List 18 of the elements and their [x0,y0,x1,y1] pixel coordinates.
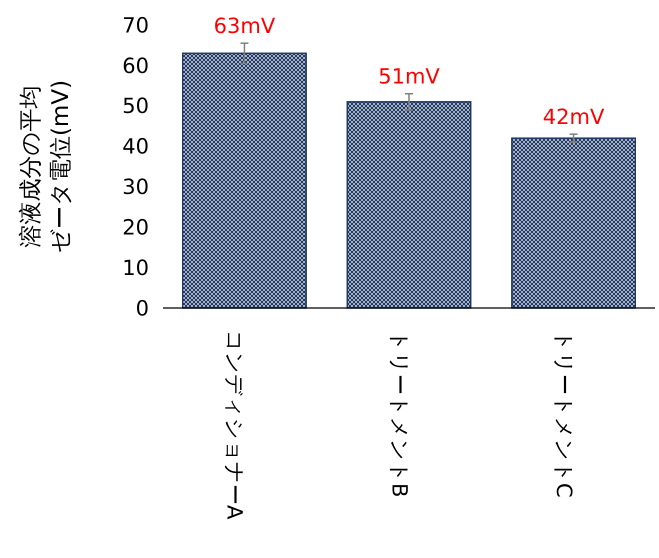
y-axis-title: 溶液成分の平均ゼータ電位(mV) [18,80,74,254]
bar [182,52,307,309]
x-tick-label: トリートメントB [387,330,412,498]
x-tick-label: コンディショナーA [222,330,247,520]
y-tick-label: 40 [122,134,149,159]
y-tick-label: 10 [122,256,149,280]
y-tick-label: 0 [136,296,149,320]
bar [346,101,472,309]
data-label: 51mV [378,64,440,89]
y-tick-label: 50 [122,94,149,118]
data-label: 42mV [542,105,605,130]
y-tick-label: 20 [122,215,149,240]
x-tick-label: トリートメントC [552,330,576,498]
y-tick-label: 60 [122,54,149,78]
bar [511,137,636,309]
data-label: 63mV [214,14,276,38]
y-tick-label: 30 [122,175,149,200]
y-tick-label: 70 [122,13,149,38]
